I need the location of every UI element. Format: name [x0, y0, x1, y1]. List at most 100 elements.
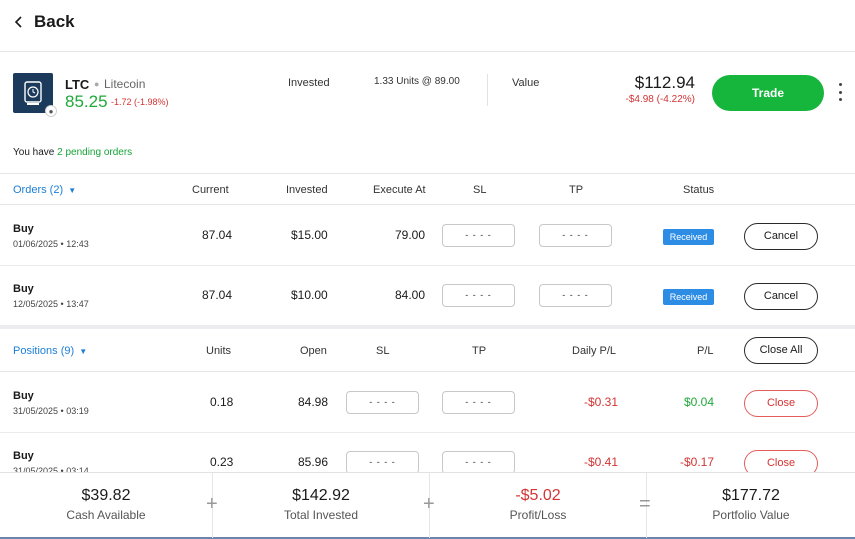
order-invested: $15.00 [291, 228, 328, 242]
col-open: Open [300, 345, 327, 357]
value-label: Value [512, 77, 540, 89]
position-open: 85.96 [298, 455, 329, 469]
col-pl: P/L [697, 345, 714, 357]
portfolio-summary-bar: $39.82 Cash Available + $142.92 Total In… [0, 472, 855, 539]
chevron-left-icon [14, 16, 22, 28]
position-time: 03:19 [66, 406, 89, 416]
portfolio-value: $177.72 Portfolio Value [647, 473, 855, 538]
position-pl: $0.04 [684, 395, 715, 409]
status-badge: Received [663, 229, 714, 245]
order-sl-field[interactable]: - - - - [442, 284, 515, 307]
divider [429, 473, 430, 538]
position-tp-field[interactable]: - - - - [442, 391, 515, 414]
col-tp: TP [472, 345, 487, 357]
section-divider [0, 325, 855, 329]
portfolio-value-label: Portfolio Value [712, 508, 790, 522]
col-execute-at: Execute At [373, 184, 426, 196]
order-side: Buy [13, 283, 34, 295]
position-date: 31/05/2025 [13, 406, 59, 416]
order-invested: $10.00 [291, 288, 328, 302]
trade-button[interactable]: Trade [712, 75, 824, 111]
position-sl-field[interactable]: - - - - [346, 451, 419, 474]
position-datetime: 31/05/2025 • 03:19 [13, 406, 89, 416]
orders-dropdown[interactable]: Orders (2) ▼ [13, 184, 76, 196]
col-tp: TP [569, 184, 584, 196]
asset-ticker: LTC [65, 77, 90, 92]
position-daily-pl: -$0.31 [584, 395, 619, 409]
order-time: 13:47 [66, 299, 89, 309]
cash-available-amount: $39.82 [81, 487, 131, 504]
invested-label: Invested [288, 77, 330, 89]
positions-header: Positions (9) ▼ Units Open SL TP Daily P… [0, 329, 855, 372]
close-all-button[interactable]: Close All [744, 337, 818, 364]
position-sl-field[interactable]: - - - - [346, 391, 419, 414]
total-invested: $142.92 Total Invested [213, 473, 429, 538]
pending-orders-link[interactable]: 2 pending orders [57, 147, 133, 158]
value-amount: $112.94 [634, 73, 695, 92]
order-datetime: 01/06/2025 • 12:43 [13, 239, 89, 249]
position-open: 84.98 [298, 395, 329, 409]
asset-name: Litecoin [104, 77, 146, 91]
col-current: Current [192, 184, 229, 196]
pending-orders-notice: You have 2 pending orders [13, 147, 132, 158]
back-button[interactable]: Back [13, 12, 75, 32]
plus-icon: + [206, 493, 218, 515]
order-current: 87.04 [202, 228, 233, 242]
portfolio-value-amount: $177.72 [722, 487, 780, 504]
divider [212, 473, 213, 538]
back-label: Back [34, 12, 75, 31]
col-units: Units [206, 345, 232, 357]
pending-prefix: You have [13, 147, 58, 158]
order-datetime: 12/05/2025 • 13:47 [13, 299, 89, 309]
order-side: Buy [13, 223, 34, 235]
position-datetime: 31/05/2025 • 03:14 [13, 466, 89, 476]
col-daily-pl: Daily P/L [572, 345, 617, 357]
order-execute-at: 84.00 [395, 288, 426, 302]
order-row: Buy 12/05/2025 • 13:47 87.04 $10.00 84.0… [0, 266, 855, 326]
order-tp-field[interactable]: - - - - [539, 284, 612, 307]
cancel-button[interactable]: Cancel [744, 283, 818, 310]
separator-dot: ● [94, 79, 100, 89]
cancel-button[interactable]: Cancel [744, 223, 818, 250]
order-execute-at: 79.00 [395, 228, 426, 242]
bell-icon[interactable]: ● [45, 105, 57, 117]
order-tp-field[interactable]: - - - - [539, 224, 612, 247]
position-side: Buy [13, 450, 34, 462]
asset-price: 85.25 [65, 92, 108, 111]
orders-title: Orders (2) [13, 184, 64, 196]
order-time: 12:43 [66, 239, 89, 249]
position-pl: -$0.17 [680, 455, 715, 469]
positions-dropdown[interactable]: Positions (9) ▼ [13, 345, 87, 357]
col-sl: SL [473, 184, 487, 196]
cash-available: $39.82 Cash Available [0, 473, 212, 538]
order-date: 01/06/2025 [13, 239, 59, 249]
position-units: 0.23 [210, 455, 234, 469]
status-badge: Received [663, 289, 714, 305]
orders-header: Orders (2) ▼ Current Invested Execute At… [0, 173, 855, 205]
more-options-icon[interactable] [836, 83, 844, 101]
caret-down-icon: ▼ [79, 347, 88, 356]
position-row: Buy 31/05/2025 • 03:19 0.18 84.98 - - - … [0, 373, 855, 433]
position-date: 31/05/2025 [13, 466, 59, 476]
cash-available-label: Cash Available [66, 508, 146, 522]
plus-icon: + [423, 493, 435, 515]
asset-summary: ● LTC ● Litecoin 85.25 -1.72 (-1.98%) In… [0, 53, 855, 171]
position-tp-field[interactable]: - - - - [442, 451, 515, 474]
col-status: Status [683, 184, 715, 196]
asset-change: -1.72 (-1.98%) [111, 97, 169, 107]
total-invested-label: Total Invested [283, 508, 359, 522]
col-sl: SL [376, 345, 390, 357]
order-sl-field[interactable]: - - - - [442, 224, 515, 247]
top-bar: Back [0, 0, 855, 52]
position-daily-pl: -$0.41 [584, 455, 619, 469]
close-button[interactable]: Close [744, 390, 818, 417]
equals-icon: = [639, 493, 651, 515]
caret-down-icon: ▼ [68, 186, 77, 195]
position-side: Buy [13, 390, 34, 402]
order-current: 87.04 [202, 288, 233, 302]
order-date: 12/05/2025 [13, 299, 59, 309]
profit-loss: -$5.02 Profit/Loss [430, 473, 646, 538]
divider [646, 473, 647, 538]
position-time: 03:14 [66, 466, 89, 476]
profit-loss-amount: -$5.02 [515, 487, 561, 504]
